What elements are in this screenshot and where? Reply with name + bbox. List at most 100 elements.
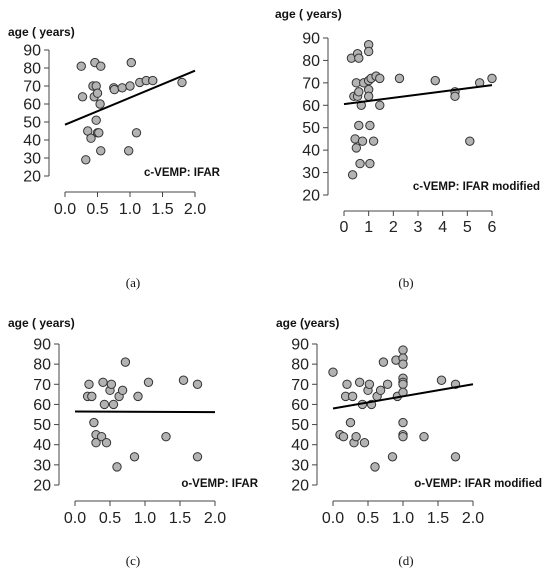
y-axis-label: age ( years) [8,316,75,330]
data-point [87,391,97,402]
data-point [76,61,86,71]
data-point [148,75,158,86]
y-tick-label: 90 [302,31,320,48]
data-point [342,379,352,389]
regression-line [64,69,196,126]
y-tick-label: 90 [33,337,51,354]
data-point [117,385,128,396]
y-tick-label: 60 [23,97,41,114]
x-tick-label: 0.0 [322,510,344,527]
data-point [98,377,108,387]
data-point [117,83,127,93]
panel-caption: (a) [126,275,140,290]
data-point [354,377,365,387]
panel-caption: (d) [398,553,413,568]
data-point [112,462,122,472]
y-tick-label: 30 [291,457,309,474]
data-point [370,462,380,472]
x-tick-label: 2.0 [184,201,206,218]
data-point [363,91,374,102]
y-tick-label: 20 [33,478,51,495]
y-tick-label: 40 [23,133,41,150]
data-point [89,417,99,428]
panel-caption: (b) [398,275,413,290]
data-point [96,146,106,156]
data-point [143,377,154,387]
y-tick-label: 50 [23,115,41,132]
data-point [382,379,393,389]
data-point [436,375,447,385]
panel-annotation: o-VEMP: IFAR modified [414,478,542,490]
chart-panel-3: 20 30 40 50 60 70 80 90 0.0 0.5 1.0 1.5 2.0 age ( yea… [8,316,259,568]
y-tick-label: 80 [291,357,309,374]
data-point [92,88,103,98]
y-tick-label: 30 [23,151,41,168]
data-point [94,128,104,138]
data-point [101,438,112,448]
data-point [192,452,203,462]
x-tick-label: 1.5 [151,201,173,218]
data-point [398,431,408,442]
y-tick-label: 90 [291,337,309,354]
x-tick-label: 3 [414,219,423,236]
panel-annotation: c-VEMP: IFAR [144,167,221,179]
y-tick-label: 50 [302,120,320,137]
x-tick-label: 4 [438,219,447,236]
y-tick-label: 80 [302,53,320,70]
data-point [398,379,408,389]
data-point [328,367,338,377]
data-point [398,417,408,428]
chart-panel-2: 20 30 40 50 60 70 80 90 0 1 2 3 4 5 6 age ( years) c-VEM… [275,7,540,290]
data-point [96,431,107,442]
data-point [487,73,497,84]
x-tick-label: 0.0 [54,201,76,218]
data-point [394,73,405,84]
x-tick-label: 5 [463,219,472,236]
data-point [365,158,375,169]
x-tick-label: 0.0 [64,510,86,527]
data-point [351,431,361,442]
regression-line [343,84,493,106]
data-point [109,84,120,95]
x-tick-label: 2.0 [462,510,484,527]
y-tick-label: 80 [23,61,41,78]
panel-caption: (c) [126,553,140,568]
x-tick-label: 0 [340,219,349,236]
data-point [419,431,429,442]
data-point [106,379,117,389]
y-tick-label: 60 [33,397,51,414]
data-point [398,345,408,355]
x-tick-label: 0.5 [357,510,379,527]
chart-panel-4: 20 30 40 50 60 70 80 90 0.0 0.5 1.0 1.5 2.0 age (year… [276,316,542,568]
data-point [91,115,101,125]
y-tick-label: 30 [33,457,51,474]
data-point [354,120,364,131]
data-point [365,120,375,131]
x-tick-label: 1 [364,219,373,236]
data-point [359,438,370,448]
data-point [129,452,140,462]
x-tick-label: 0.5 [99,510,121,527]
y-tick-label: 40 [291,437,309,454]
y-tick-label: 90 [23,43,41,60]
data-point [91,438,101,448]
data-point [99,399,110,410]
data-point [125,81,135,91]
y-tick-label: 20 [302,188,320,205]
data-point [338,431,349,442]
data-point [355,158,365,169]
data-point [178,375,189,385]
x-tick-label: 1.5 [169,510,191,527]
data-point [345,417,356,428]
y-tick-label: 20 [291,478,309,495]
y-axis-label: age ( years) [275,7,342,21]
y-tick-label: 70 [302,75,320,92]
data-point [192,379,203,389]
data-point [378,357,389,367]
x-tick-label: 1.0 [392,510,414,527]
data-point [124,146,134,156]
data-point [108,399,119,410]
x-tick-label: 1.5 [427,510,449,527]
